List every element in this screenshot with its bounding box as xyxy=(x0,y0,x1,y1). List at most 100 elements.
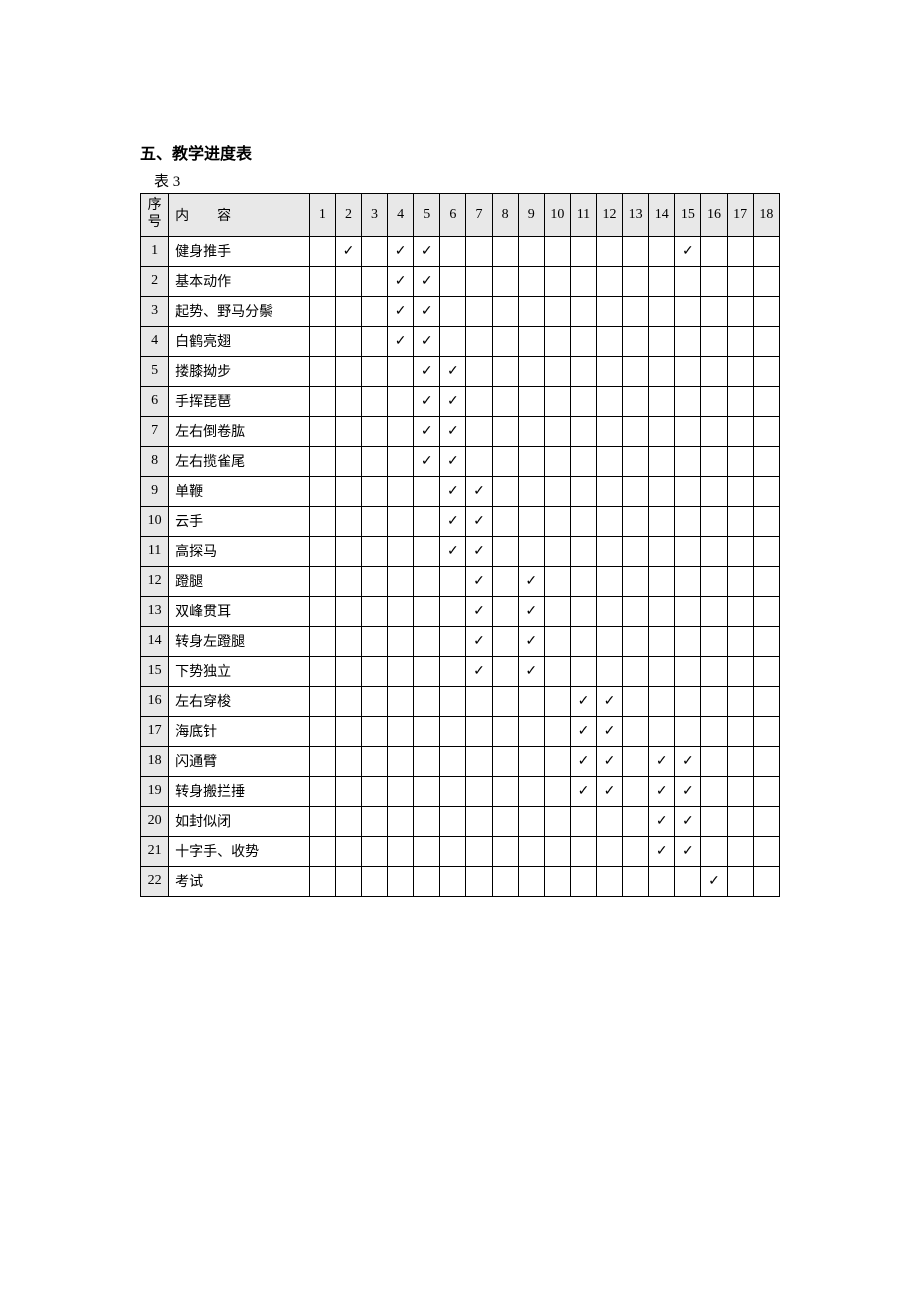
mark-cell xyxy=(362,296,388,326)
mark-cell xyxy=(518,686,544,716)
mark-cell xyxy=(388,746,414,776)
mark-cell: ✓ xyxy=(675,236,701,266)
mark-cell xyxy=(570,446,596,476)
mark-cell xyxy=(414,626,440,656)
mark-cell: ✓ xyxy=(414,296,440,326)
mark-cell xyxy=(675,566,701,596)
mark-cell xyxy=(335,476,361,506)
mark-cell xyxy=(596,836,622,866)
check-icon: ✓ xyxy=(447,452,459,468)
mark-cell xyxy=(727,326,753,356)
mark-cell: ✓ xyxy=(466,536,492,566)
mark-cell xyxy=(570,296,596,326)
mark-cell xyxy=(309,566,335,596)
mark-cell xyxy=(309,626,335,656)
mark-cell xyxy=(623,716,649,746)
mark-cell xyxy=(492,446,518,476)
mark-cell xyxy=(675,446,701,476)
mark-cell xyxy=(492,536,518,566)
table-row: 7左右倒卷肱✓✓ xyxy=(141,416,780,446)
check-icon: ✓ xyxy=(447,482,459,498)
seq-cell: 5 xyxy=(141,356,169,386)
mark-cell xyxy=(544,596,570,626)
table-row: 10云手✓✓ xyxy=(141,506,780,536)
mark-cell xyxy=(388,596,414,626)
mark-cell xyxy=(649,716,675,746)
mark-cell xyxy=(309,446,335,476)
mark-cell xyxy=(570,506,596,536)
mark-cell: ✓ xyxy=(440,506,466,536)
seq-cell: 6 xyxy=(141,386,169,416)
mark-cell xyxy=(623,266,649,296)
mark-cell xyxy=(518,866,544,896)
mark-cell xyxy=(649,356,675,386)
mark-cell xyxy=(440,716,466,746)
seq-cell: 8 xyxy=(141,446,169,476)
check-icon: ✓ xyxy=(656,842,668,858)
mark-cell xyxy=(544,296,570,326)
mark-cell xyxy=(649,566,675,596)
mark-cell xyxy=(570,326,596,356)
mark-cell xyxy=(335,536,361,566)
mark-cell xyxy=(623,836,649,866)
mark-cell xyxy=(753,536,779,566)
mark-cell xyxy=(727,776,753,806)
content-cell: 转身搬拦捶 xyxy=(169,776,310,806)
mark-cell xyxy=(440,326,466,356)
check-icon: ✓ xyxy=(447,392,459,408)
mark-cell xyxy=(440,866,466,896)
mark-cell xyxy=(362,656,388,686)
mark-cell xyxy=(414,776,440,806)
mark-cell xyxy=(753,836,779,866)
mark-cell xyxy=(701,476,727,506)
mark-cell: ✓ xyxy=(675,836,701,866)
mark-cell xyxy=(362,716,388,746)
mark-cell xyxy=(544,746,570,776)
mark-cell xyxy=(492,866,518,896)
mark-cell xyxy=(727,386,753,416)
mark-cell xyxy=(518,386,544,416)
mark-cell xyxy=(570,416,596,446)
check-icon: ✓ xyxy=(421,302,433,318)
check-icon: ✓ xyxy=(525,602,537,618)
mark-cell xyxy=(414,836,440,866)
check-icon: ✓ xyxy=(473,632,485,648)
mark-cell: ✓ xyxy=(649,806,675,836)
header-seq: 序号 xyxy=(141,194,169,237)
header-week-4: 4 xyxy=(388,194,414,237)
seq-cell: 3 xyxy=(141,296,169,326)
mark-cell xyxy=(466,686,492,716)
mark-cell xyxy=(466,746,492,776)
seq-cell: 18 xyxy=(141,746,169,776)
mark-cell xyxy=(544,476,570,506)
table-row: 9单鞭✓✓ xyxy=(141,476,780,506)
mark-cell xyxy=(335,716,361,746)
table-row: 21十字手、收势✓✓ xyxy=(141,836,780,866)
mark-cell: ✓ xyxy=(388,326,414,356)
mark-cell xyxy=(753,776,779,806)
mark-cell xyxy=(675,296,701,326)
mark-cell xyxy=(440,596,466,626)
mark-cell xyxy=(492,266,518,296)
seq-cell: 2 xyxy=(141,266,169,296)
mark-cell xyxy=(414,746,440,776)
mark-cell xyxy=(623,236,649,266)
mark-cell xyxy=(675,266,701,296)
mark-cell xyxy=(414,536,440,566)
mark-cell xyxy=(466,446,492,476)
mark-cell xyxy=(440,686,466,716)
mark-cell xyxy=(753,626,779,656)
mark-cell xyxy=(701,566,727,596)
mark-cell: ✓ xyxy=(570,686,596,716)
mark-cell xyxy=(335,656,361,686)
mark-cell xyxy=(518,416,544,446)
mark-cell xyxy=(727,236,753,266)
mark-cell xyxy=(309,776,335,806)
seq-cell: 4 xyxy=(141,326,169,356)
mark-cell xyxy=(649,476,675,506)
seq-cell: 9 xyxy=(141,476,169,506)
mark-cell xyxy=(335,686,361,716)
content-cell: 十字手、收势 xyxy=(169,836,310,866)
mark-cell xyxy=(727,266,753,296)
mark-cell xyxy=(309,506,335,536)
